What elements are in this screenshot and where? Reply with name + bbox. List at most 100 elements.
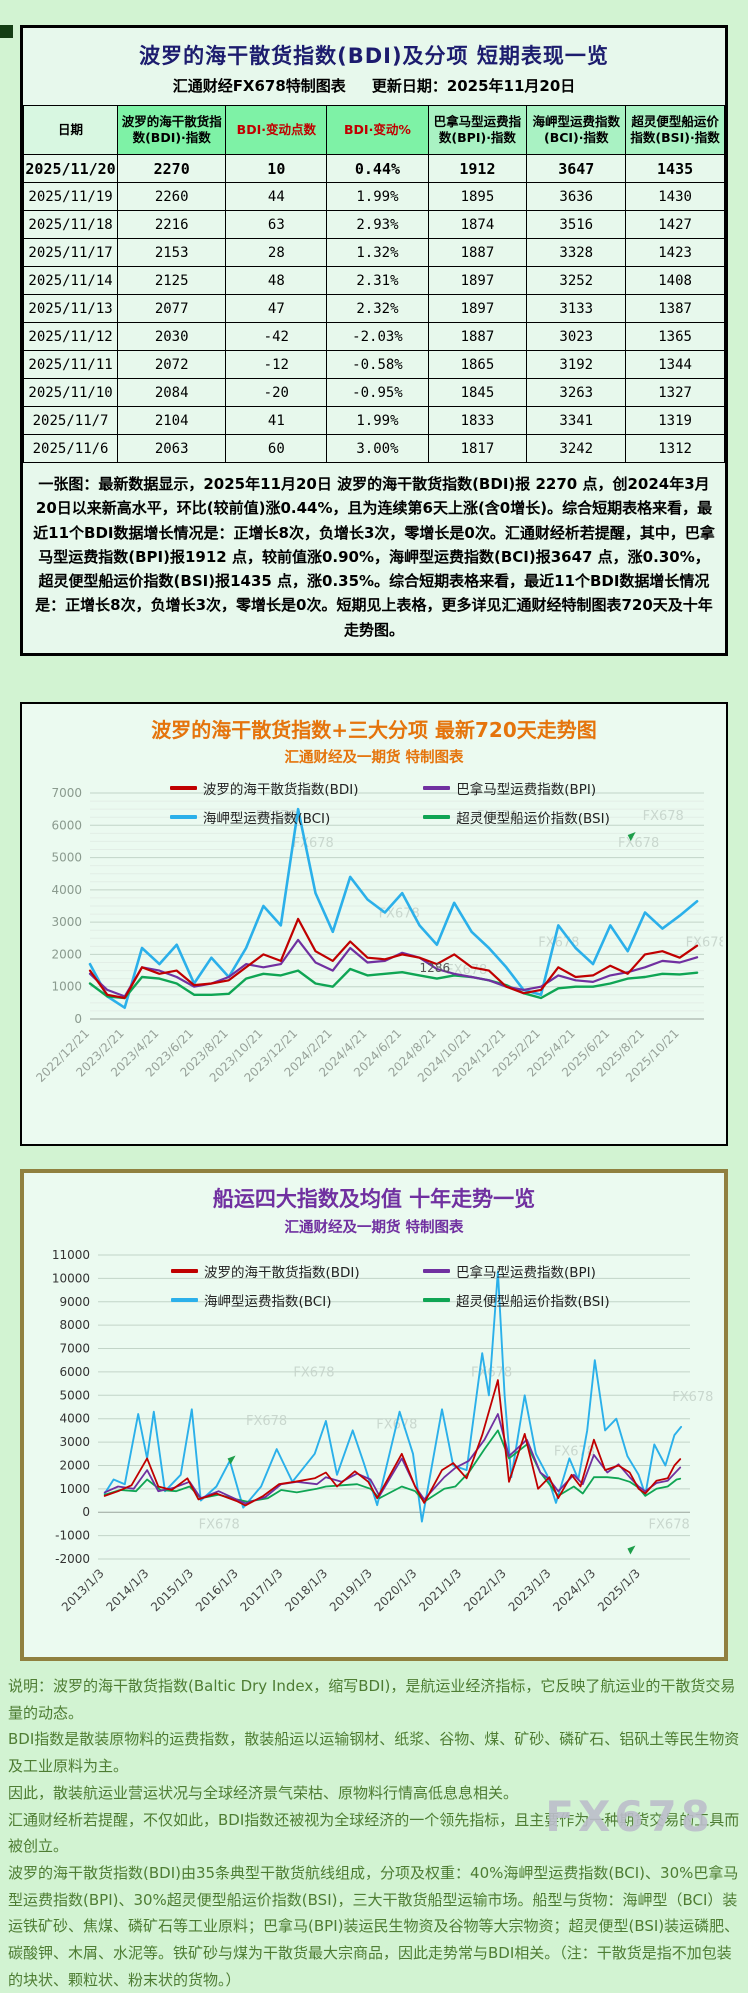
table-cell: 0.44% <box>326 154 429 183</box>
table-cell: 2025/11/6 <box>22 434 119 463</box>
table-cell: 2084 <box>117 378 227 407</box>
table-cell: 1430 <box>625 182 725 211</box>
y-tick-label: 10000 <box>52 1271 90 1285</box>
table-cell: 1435 <box>625 154 725 183</box>
table-row: 2025/11/18 2216 63 2.93% 1874 3516 1427 <box>22 210 725 239</box>
table-cell: 3636 <box>526 182 627 211</box>
table-cell: -42 <box>225 322 328 351</box>
table-cell: 1897 <box>427 294 528 323</box>
table-cell: 3242 <box>526 434 627 463</box>
table-cell: 1319 <box>625 406 725 435</box>
table-cell: 3263 <box>526 378 627 407</box>
table-cell: 2030 <box>117 322 227 351</box>
table-cell: 1865 <box>427 350 528 379</box>
table-row: 2025/11/12 2030 -42 -2.03% 1887 3023 1365 <box>22 322 725 351</box>
x-tick-label: 2024/1/3 <box>550 1566 598 1614</box>
table-cell: 1344 <box>625 350 725 379</box>
chart720-panel: 波罗的海干散货指数+三大分项 最新720天走势图 汇通财经及一期货 特制图表 0… <box>20 702 728 1147</box>
table-cell: -12 <box>225 350 328 379</box>
bdi-table: 日期 波罗的海干散货指数(BDI)·指数 BDI·变动点数 BDI·变动% 巴拿马型运费… <box>22 105 725 463</box>
table-cell: 41 <box>225 406 328 435</box>
table-cell: 60 <box>225 434 328 463</box>
chart720-svg: 0 1000 2000 3000 4000 5000 6000 7000 FX678 FX678 F… <box>33 786 723 1085</box>
y-tick-label: 8000 <box>59 1318 90 1332</box>
table-cell: 2025/11/7 <box>22 406 119 435</box>
note-paragraph: 波罗的海干散货指数(BDI)由35条典型干散货航线组成，分项及权重：40%海岬型… <box>8 1863 740 1989</box>
table-cell: 1897 <box>427 266 528 295</box>
chart720-title: 波罗的海干散货指数+三大分项 最新720天走势图 <box>151 718 597 743</box>
table-cell: 1845 <box>427 378 528 407</box>
column-header: 日期 <box>22 105 119 155</box>
table-cell: 3023 <box>526 322 627 351</box>
table-cell: 2.31% <box>326 266 429 295</box>
table-cell: 2025/11/18 <box>22 210 119 239</box>
table-cell: -20 <box>225 378 328 407</box>
table-title: 波罗的海干散货指数(BDI)及分项 短期表现一览 <box>139 44 609 68</box>
x-tick-label: 2018/1/3 <box>282 1566 330 1614</box>
table-panel: 波罗的海干散货指数(BDI)及分项 短期表现一览 汇通财经FX678特制图表 更新… <box>20 25 728 657</box>
fx678-watermark: FX678 <box>618 836 659 851</box>
fx678-watermark: FX678 <box>378 906 419 921</box>
page-root: { "page": { "watermark": "FX678" }, "tab… <box>0 25 748 1989</box>
table-cell: 2.32% <box>326 294 429 323</box>
table-cell: 1312 <box>625 434 725 463</box>
fx678-watermark: FX678 <box>292 836 333 851</box>
fx678-watermark: FX678 <box>642 809 683 824</box>
table-cell: 3516 <box>526 210 627 239</box>
y-tick-label: 4000 <box>59 1412 90 1426</box>
fx678-watermark: FX678 <box>471 1366 512 1381</box>
bdi-table-head: 日期 波罗的海干散货指数(BDI)·指数 BDI·变动点数 BDI·变动% 巴拿马型运费… <box>22 105 725 155</box>
table-cell: 1887 <box>427 322 528 351</box>
green-marker <box>627 1545 636 1555</box>
table-cell: 2216 <box>117 210 227 239</box>
fx678-watermark: FX678 <box>672 1390 713 1405</box>
y-tick-label: 0 <box>82 1505 90 1519</box>
table-cell: 1.99% <box>326 182 429 211</box>
table-cell: 2025/11/13 <box>22 294 119 323</box>
table-cell: 3.00% <box>326 434 429 463</box>
y-tick-label: 7000 <box>51 786 82 800</box>
green-marker <box>627 832 636 842</box>
chart720-subtitle: 汇通财经及一期货 特制图表 <box>284 750 464 767</box>
fx678-watermark: FX678 <box>246 1414 287 1429</box>
table-cell: 2260 <box>117 182 227 211</box>
y-tick-label: 1000 <box>59 1482 90 1496</box>
y-tick-label: 6000 <box>59 1365 90 1379</box>
table-cell: -0.58% <box>326 350 429 379</box>
table-cell: 2153 <box>117 238 227 267</box>
table-row: 2025/11/19 2260 44 1.99% 1895 3636 1430 <box>22 182 725 211</box>
fx678-watermark: FX678 <box>685 936 722 951</box>
source-label: 汇通财经FX678特制图表 <box>172 77 346 95</box>
y-tick-label: 3000 <box>59 1435 90 1449</box>
bdi-table-body: 2025/11/20 2270 10 0.44% 1912 3647 1435 2025/11… <box>22 154 725 463</box>
green-marker <box>227 1455 236 1465</box>
column-header: BDI·变动点数 <box>225 105 328 155</box>
table-row: 2025/11/13 2077 47 2.32% 1897 3133 1387 <box>22 294 725 323</box>
table-cell: 2025/11/17 <box>22 238 119 267</box>
table-cell: 1895 <box>427 182 528 211</box>
table-cell: 3252 <box>526 266 627 295</box>
table-subtitle: 汇通财经FX678特制图表 更新日期：2025年11月20日 <box>23 75 725 96</box>
table-cell: 44 <box>225 182 328 211</box>
table-cell: 28 <box>225 238 328 267</box>
column-header: BDI·变动% <box>326 105 429 155</box>
table-cell: 1.99% <box>326 406 429 435</box>
corner-mark <box>0 25 13 38</box>
table-cell: 1874 <box>427 210 528 239</box>
page-watermark: FX678 <box>545 1792 714 1841</box>
y-tick-label: 11000 <box>52 1248 90 1262</box>
table-cell: 3341 <box>526 406 627 435</box>
y-tick-label: 2000 <box>51 948 82 962</box>
y-tick-label: 2000 <box>59 1459 90 1473</box>
fx678-watermark: FX678 <box>649 1518 690 1533</box>
table-row: 2025/11/20 2270 10 0.44% 1912 3647 1435 <box>22 154 725 183</box>
column-header: 超灵便型船运价指数(BSI)·指数 <box>625 105 725 155</box>
y-tick-label: 7000 <box>59 1342 90 1356</box>
table-cell: 3192 <box>526 350 627 379</box>
table-cell: 3133 <box>526 294 627 323</box>
x-tick-label: 2022/1/3 <box>461 1566 509 1614</box>
table-cell: 1887 <box>427 238 528 267</box>
table-cell: 63 <box>225 210 328 239</box>
table-cell: 2270 <box>117 154 227 183</box>
note-paragraph: 因此，散装航运业营运状况与全球经济景气荣枯、原物料行情高低息息相关。 <box>8 1783 519 1802</box>
